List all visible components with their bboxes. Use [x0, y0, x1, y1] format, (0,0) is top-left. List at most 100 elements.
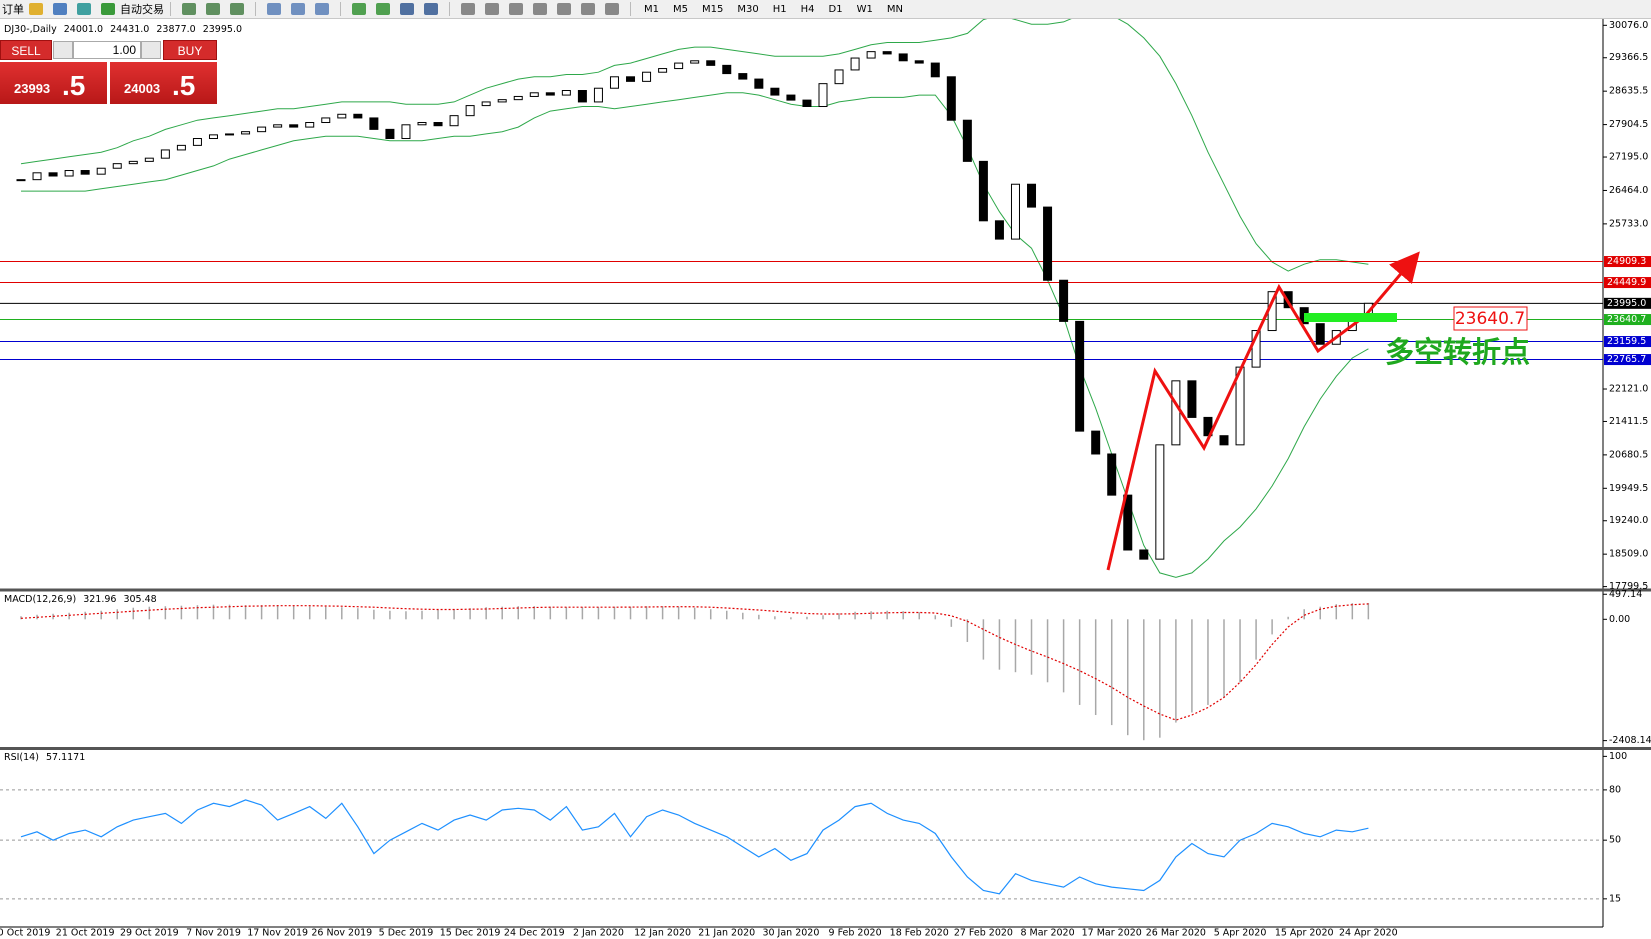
- header-value: 23995.0: [202, 24, 243, 35]
- auto-trading[interactable]: 自动交易: [120, 3, 164, 16]
- y-tick-label: 18509.0: [1609, 549, 1648, 560]
- candle: [321, 117, 331, 124]
- x-tick-label: 17 Nov 2019: [247, 928, 308, 939]
- timeframe-button[interactable]: H1: [772, 3, 787, 15]
- timeframe-button[interactable]: H4: [800, 3, 815, 15]
- x-tick-label: 27 Feb 2020: [954, 928, 1013, 939]
- header-value: 305.48: [123, 594, 157, 605]
- x-tick-label: 5 Dec 2019: [379, 928, 434, 939]
- axes: 30076.0 29366.5 28635.5 27904.5 27195.0 26464…: [0, 20, 1651, 939]
- icon[interactable]: [77, 3, 91, 15]
- icon[interactable]: [352, 3, 366, 15]
- candle: [225, 133, 235, 136]
- icon[interactable]: [376, 3, 390, 15]
- candle: [1091, 430, 1101, 455]
- icon[interactable]: [101, 3, 115, 15]
- y-tick-label: 29366.5: [1609, 52, 1648, 63]
- candle: [658, 68, 668, 73]
- macd-header: MACD(12,26,9) 321.96 305.48: [4, 594, 161, 605]
- rsi-panel: [0, 789, 1603, 900]
- price-level-tag: [1604, 314, 1651, 326]
- candle: [1107, 453, 1117, 496]
- icon[interactable]: [581, 3, 595, 15]
- y-tick-label: 30076.0: [1609, 20, 1648, 31]
- lot-down[interactable]: [53, 41, 73, 59]
- header-value: 23877.0: [156, 24, 196, 35]
- timeframe-button[interactable]: MN: [886, 3, 903, 15]
- main-panel: [0, 19, 1603, 578]
- candle: [674, 62, 684, 70]
- candle: [994, 220, 1004, 240]
- icon[interactable]: [206, 3, 220, 15]
- icon[interactable]: [557, 3, 571, 15]
- upper-band: [20, 19, 1369, 272]
- icon[interactable]: [315, 3, 329, 15]
- candle: [401, 124, 411, 140]
- header-value: 24001.0: [63, 24, 104, 35]
- lot-up[interactable]: [141, 41, 161, 59]
- candle: [192, 138, 202, 146]
- icon[interactable]: [29, 3, 43, 15]
- y-tick-label: 50: [1609, 835, 1621, 846]
- icon[interactable]: [53, 3, 67, 15]
- separator: [170, 2, 171, 16]
- candle: [80, 170, 90, 175]
- x-tick-label: 26 Nov 2019: [311, 928, 372, 939]
- price-level-label: 24909.3: [1607, 256, 1646, 267]
- candle: [722, 64, 732, 75]
- candle: [1187, 380, 1197, 418]
- icon[interactable]: [605, 3, 619, 15]
- candle: [1251, 330, 1261, 368]
- candle: [369, 117, 379, 130]
- icon[interactable]: [461, 3, 475, 15]
- pivot-bar: [1304, 313, 1397, 322]
- header-value: 24431.0: [110, 24, 150, 35]
- candle: [1139, 549, 1149, 560]
- candle: [48, 172, 58, 177]
- timeframe-button[interactable]: M15: [702, 3, 724, 15]
- lot-input[interactable]: 1.00: [73, 41, 141, 59]
- x-tick-label: 7 Nov 2019: [186, 928, 241, 939]
- candle: [449, 115, 459, 127]
- y-tick-label: -2408.14: [1609, 735, 1651, 746]
- new-order[interactable]: 订单: [2, 3, 24, 16]
- y-tick-label: 0.00: [1609, 614, 1630, 625]
- separator: [255, 2, 256, 16]
- icon[interactable]: [485, 3, 499, 15]
- icon[interactable]: [267, 3, 281, 15]
- icon[interactable]: [291, 3, 305, 15]
- bid-price[interactable]: 23993 .5: [0, 62, 107, 104]
- candle: [112, 163, 122, 169]
- y-tick-label: 100: [1609, 751, 1627, 762]
- candle: [385, 128, 395, 140]
- buy-button[interactable]: BUY: [163, 40, 217, 60]
- one-click-trading: SELL 1.00 BUY 23993 .5 24003 .5: [0, 40, 217, 104]
- y-tick-label: 21411.5: [1609, 416, 1648, 427]
- pivot-text: 多空转折点: [1385, 335, 1530, 369]
- sell-button[interactable]: SELL: [0, 40, 52, 60]
- candle: [337, 113, 347, 119]
- icon[interactable]: [182, 3, 196, 15]
- timeframe-button[interactable]: D1: [828, 3, 843, 15]
- header-value: 57.1171: [45, 752, 86, 763]
- icon[interactable]: [424, 3, 438, 15]
- icon[interactable]: [230, 3, 244, 15]
- timeframe-button[interactable]: W1: [856, 3, 873, 15]
- candle: [513, 95, 523, 101]
- candle: [577, 90, 587, 103]
- ask-big: 24003: [124, 81, 161, 96]
- timeframe-button[interactable]: M1: [644, 3, 659, 15]
- icon[interactable]: [533, 3, 547, 15]
- timeframe-button[interactable]: M5: [673, 3, 688, 15]
- timeframe-button[interactable]: M30: [737, 3, 759, 15]
- icon[interactable]: [400, 3, 414, 15]
- icon[interactable]: [509, 3, 523, 15]
- candle: [866, 51, 876, 59]
- candle: [208, 134, 218, 140]
- candle: [353, 113, 363, 119]
- candle: [64, 170, 74, 177]
- candle: [497, 99, 507, 103]
- candle: [96, 167, 106, 175]
- ask-price[interactable]: 24003 .5: [110, 62, 217, 104]
